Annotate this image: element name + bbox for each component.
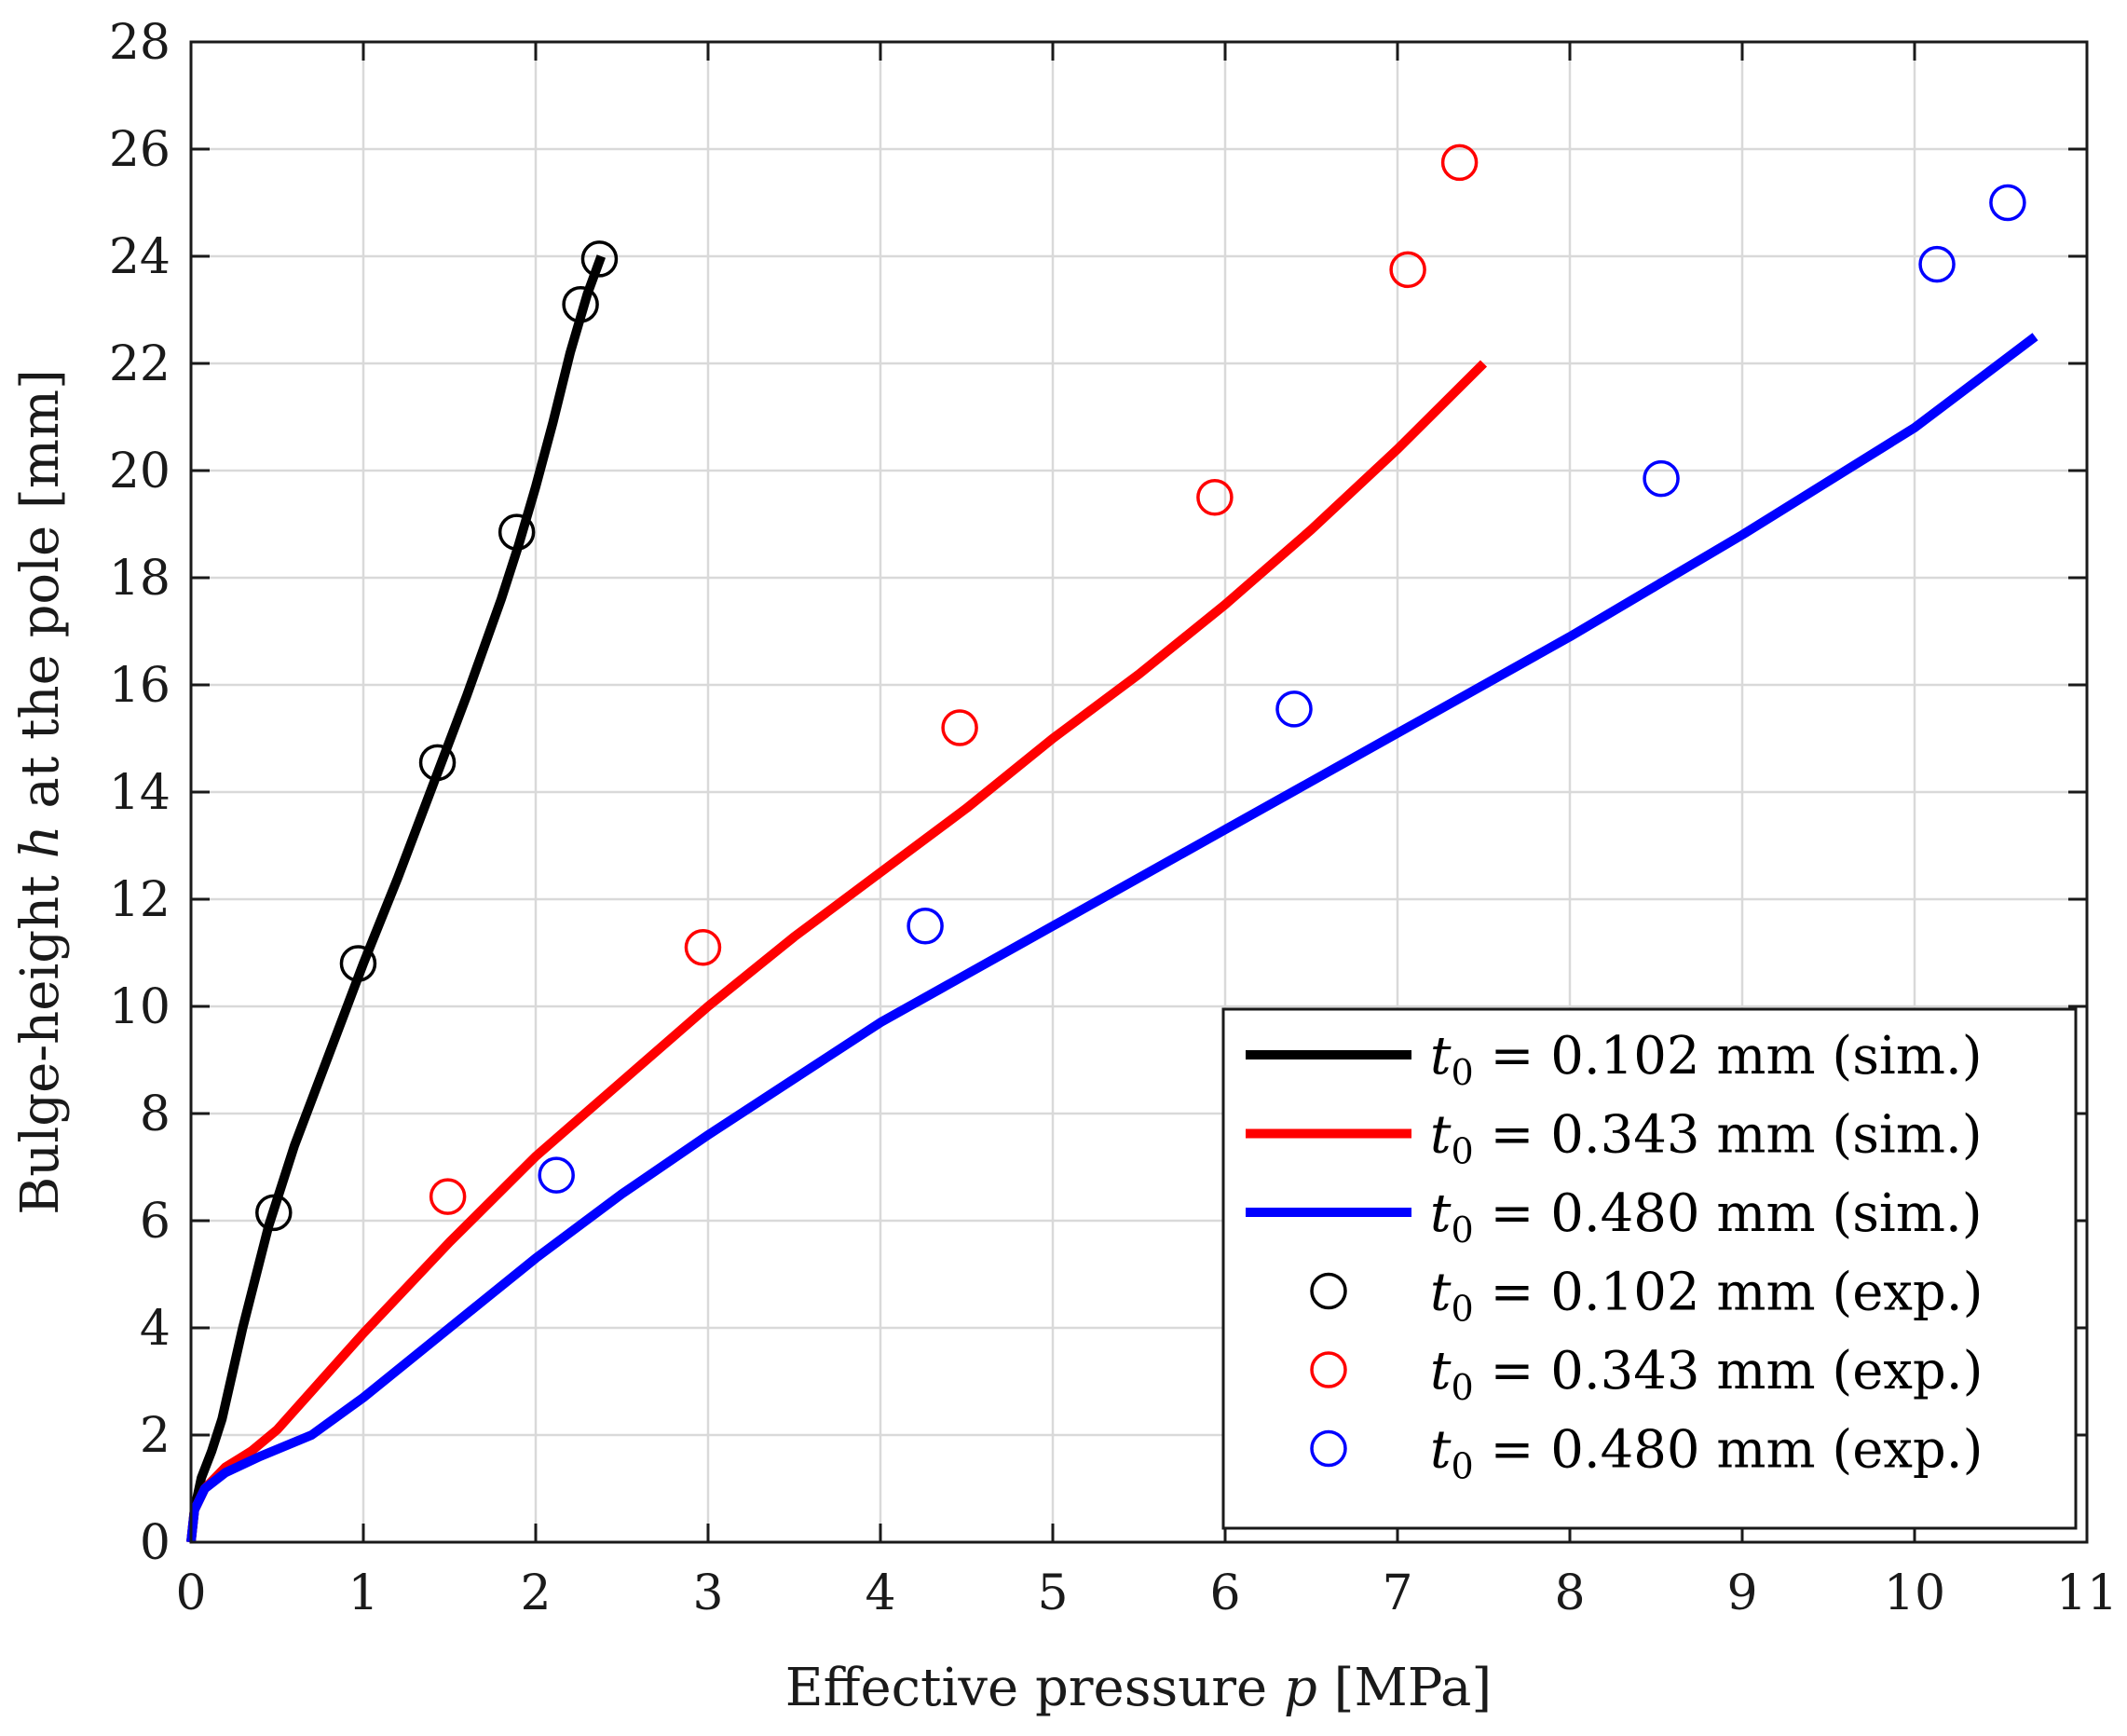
legend-marker-swatch xyxy=(1310,1272,1347,1310)
data-point-5 xyxy=(1989,184,2026,222)
data-point-5 xyxy=(538,1156,575,1194)
y-axis-title: Bulge-height h at the pole [mm] xyxy=(10,369,71,1215)
y-tick-label: 20 xyxy=(109,444,170,499)
legend-label-text: = 0.343 mm (exp.) xyxy=(1474,1341,1984,1401)
legend-label-sub: 0 xyxy=(1452,1210,1474,1251)
series-layer xyxy=(186,144,2038,1543)
data-point-4 xyxy=(1196,479,1234,516)
x-tick-label: 1 xyxy=(348,1565,378,1621)
y-tick-label: 16 xyxy=(109,658,170,714)
legend-label: t0 = 0.480 mm (sim.) xyxy=(1430,1183,1983,1251)
y-tick-label: 22 xyxy=(109,336,170,392)
series-line-0 xyxy=(186,254,606,1543)
series-line-1 xyxy=(186,360,1488,1543)
y-tick-label: 18 xyxy=(109,551,170,607)
legend-label-var: t xyxy=(1430,1420,1452,1481)
data-point-3 xyxy=(255,1194,293,1232)
x-axis-title: Effective pressure p [MPa] xyxy=(785,1658,1492,1718)
y-tick-label: 10 xyxy=(109,979,170,1035)
legend-label-text: = 0.480 mm (sim.) xyxy=(1474,1183,1983,1244)
legend-label-text: = 0.343 mm (sim.) xyxy=(1474,1105,1983,1166)
data-point-4 xyxy=(684,929,722,966)
legend-marker-swatch xyxy=(1310,1429,1347,1468)
y-tick-label: 8 xyxy=(140,1087,170,1142)
legend-label-sub: 0 xyxy=(1452,1289,1474,1330)
legend-label-var: t xyxy=(1430,1026,1452,1087)
legend-label-sub: 0 xyxy=(1452,1131,1474,1172)
legend-label-var: t xyxy=(1430,1263,1452,1323)
legend-label-text: = 0.480 mm (exp.) xyxy=(1474,1420,1984,1481)
x-tick-label: 7 xyxy=(1382,1565,1412,1621)
y-tick-label: 24 xyxy=(109,229,170,285)
y-tick-label: 2 xyxy=(140,1408,170,1464)
data-point-3 xyxy=(418,744,457,782)
data-point-3 xyxy=(580,240,619,278)
x-tick-label: 0 xyxy=(175,1565,206,1621)
data-point-3 xyxy=(562,286,599,323)
legend-label-sub: 0 xyxy=(1452,1052,1474,1093)
legend-box xyxy=(1221,1007,2078,1530)
data-point-4 xyxy=(1389,251,1426,289)
legend-label-sub: 0 xyxy=(1452,1446,1474,1487)
data-point-3 xyxy=(498,513,536,551)
y-tick-label: 6 xyxy=(140,1194,170,1250)
y-tick-label: 4 xyxy=(140,1301,170,1357)
legend-label: t0 = 0.102 mm (exp.) xyxy=(1430,1263,1983,1330)
data-point-4 xyxy=(941,709,978,746)
x-tick-label: 9 xyxy=(1726,1565,1757,1621)
data-point-5 xyxy=(1643,459,1680,498)
legend: t0 = 0.102 mm (sim.)t0 = 0.343 mm (sim.)… xyxy=(1221,1007,2078,1530)
y-tick-label: 26 xyxy=(109,122,170,178)
data-point-4 xyxy=(429,1178,467,1215)
legend-label-var: t xyxy=(1430,1341,1452,1401)
legend-label-text: = 0.102 mm (exp.) xyxy=(1474,1263,1984,1323)
legend-label: t0 = 0.343 mm (exp.) xyxy=(1430,1341,1983,1408)
data-point-5 xyxy=(1275,690,1313,728)
x-axis-title-part: Effective pressure xyxy=(785,1658,1284,1718)
y-tick-label: 0 xyxy=(140,1515,170,1571)
x-axis-title-part: [MPa] xyxy=(1317,1658,1492,1718)
x-tick-label: 6 xyxy=(1209,1565,1240,1621)
legend-label: t0 = 0.102 mm (sim.) xyxy=(1430,1026,1983,1093)
data-point-3 xyxy=(339,945,377,982)
legend-marker-swatch xyxy=(1310,1351,1347,1388)
x-tick-label: 11 xyxy=(2056,1565,2118,1621)
data-point-5 xyxy=(907,908,944,945)
y-axis-title-part: at the pole [mm] xyxy=(10,369,71,825)
legend-label-text: = 0.102 mm (sim.) xyxy=(1474,1026,1983,1087)
legend-label: t0 = 0.343 mm (sim.) xyxy=(1430,1105,1983,1172)
y-axis-title-part: Bulge-height xyxy=(10,859,71,1215)
y-tick-label: 12 xyxy=(109,872,170,928)
x-tick-label: 2 xyxy=(520,1565,551,1621)
series-line-2 xyxy=(186,333,2038,1543)
x-tick-label: 5 xyxy=(1037,1565,1068,1621)
x-tick-label: 8 xyxy=(1554,1565,1585,1621)
y-tick-label: 14 xyxy=(109,765,170,821)
legend-label-sub: 0 xyxy=(1452,1367,1474,1408)
x-tick-label: 3 xyxy=(692,1565,723,1621)
legend-label-var: t xyxy=(1430,1183,1452,1244)
x-tick-label: 10 xyxy=(1884,1565,1945,1621)
y-axis-title-part: h xyxy=(10,825,71,858)
y-tick-label: 28 xyxy=(109,15,170,71)
x-tick-label: 4 xyxy=(865,1565,895,1621)
data-point-5 xyxy=(1918,245,1956,283)
legend-label-var: t xyxy=(1430,1105,1452,1166)
x-axis-title-part: p xyxy=(1284,1658,1317,1718)
data-point-4 xyxy=(1440,144,1479,182)
legend-label: t0 = 0.480 mm (exp.) xyxy=(1430,1420,1983,1487)
